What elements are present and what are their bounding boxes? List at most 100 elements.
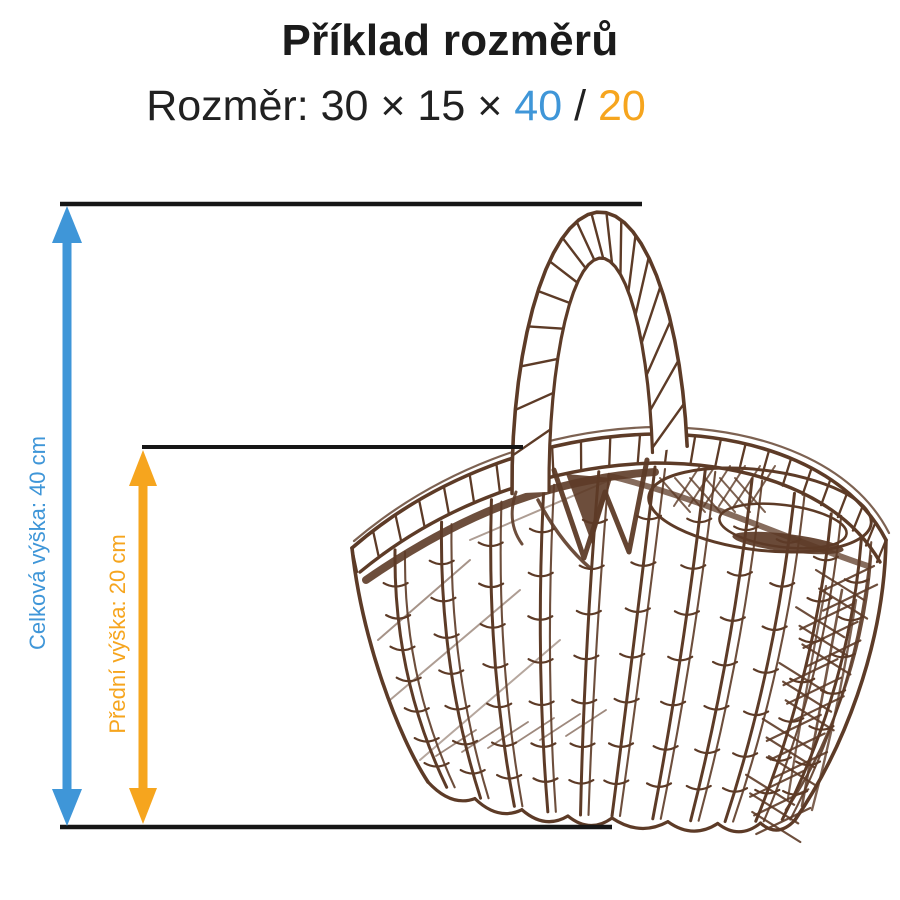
basket-weave-tick — [721, 787, 749, 793]
basket-weave-tick — [769, 582, 796, 588]
basket-weave-tick — [430, 596, 457, 603]
basket-crosshatch — [810, 598, 858, 812]
basket-weave-tick — [382, 581, 409, 588]
basket-rib — [393, 548, 449, 789]
basket-rib — [618, 467, 667, 818]
basket-crosshatch — [751, 810, 802, 844]
basket-handle-twist — [640, 285, 662, 345]
basket-weave-tick — [630, 561, 657, 567]
basket-weave-tick — [451, 739, 479, 746]
front-height-arrow — [129, 450, 157, 824]
basket-rim-hatch — [371, 529, 380, 557]
basket-rib — [489, 498, 516, 808]
basket-weave-tick — [694, 748, 721, 755]
basket-shade — [435, 729, 477, 757]
basket-weave-tick — [433, 633, 460, 640]
basket-weave-tick — [619, 652, 646, 659]
basket-handle-twist — [511, 428, 552, 457]
basket-handle-twist — [575, 220, 596, 262]
basket-weave-tick — [527, 615, 554, 621]
basket-rim-hatch — [836, 491, 849, 519]
basket-rim-hatch — [608, 435, 612, 468]
basket-weave-tick — [477, 541, 504, 548]
basket-shade — [389, 589, 521, 701]
basket-weave-tick — [719, 616, 746, 622]
basket-handle-twist — [590, 212, 605, 260]
basket-weave-tick — [837, 615, 864, 622]
basket-weave-tick — [603, 779, 630, 786]
basket-rim-hatch — [495, 462, 501, 493]
basket-crosshatch — [755, 806, 812, 836]
total-height-value: 40 — [514, 82, 563, 130]
basket-handle-twist — [561, 236, 587, 270]
basket-weave-tick — [754, 788, 781, 795]
basket-rim-hatch — [864, 521, 877, 547]
basket-weave-tick — [575, 609, 602, 616]
basket-rib — [403, 550, 456, 789]
basket-opening-hatch — [734, 477, 766, 513]
front-height-value: 20 — [597, 82, 646, 130]
basket-left-edge — [350, 546, 430, 784]
page-title: Příklad rozměrů — [281, 16, 619, 65]
basket-handle-base — [536, 498, 592, 570]
basket-opening-hatch — [748, 465, 776, 507]
basket-weave-tick — [527, 658, 554, 664]
basket-handle-twist — [634, 256, 650, 317]
basket-weave-tick — [479, 623, 506, 629]
basket-scallop — [610, 816, 670, 830]
basket-weave-tick — [742, 710, 770, 717]
basket-crosshatch — [784, 699, 835, 732]
basket-scallop — [666, 820, 720, 833]
basket-weave-tick — [528, 527, 556, 534]
basket-rim-hatch — [689, 434, 697, 466]
basket-shade — [539, 713, 581, 741]
basket-weave-tick — [496, 773, 523, 780]
basket-scallop — [716, 821, 763, 834]
basket-opening-hatch — [719, 477, 751, 513]
basket-rim-hatch — [468, 473, 476, 503]
basket-weave-tick — [527, 571, 554, 578]
basket-handle-twist — [605, 211, 614, 265]
basket-weave-tick — [703, 704, 730, 711]
basket-handle-twist — [527, 325, 565, 330]
basket-weave-tick — [413, 737, 440, 743]
basket-weave-tick — [568, 779, 595, 785]
basket-rib — [538, 481, 550, 814]
basket-weave-tick — [438, 669, 465, 676]
basket-rib — [689, 477, 754, 823]
basket-weave-tick — [486, 702, 513, 709]
basket-scallop — [473, 796, 524, 816]
basket-rib — [499, 500, 524, 808]
basket-weave-tick — [459, 768, 486, 775]
basket-weave-tick — [423, 761, 450, 768]
basket-shade — [377, 559, 471, 641]
basket-opening-hatch — [673, 465, 701, 507]
basket-weave-tick — [385, 614, 412, 620]
basket-rim-hatch — [417, 498, 426, 528]
basket-crosshatch — [805, 639, 862, 668]
basket-rib — [439, 520, 483, 800]
basket-shade — [565, 709, 607, 737]
basket-handle-twist — [627, 233, 637, 294]
basket-weave-tick — [573, 654, 600, 661]
basket-weave-tick — [624, 607, 651, 614]
basket-weave-tick — [667, 655, 694, 662]
basket-rib — [610, 465, 657, 818]
basket-weave-tick — [652, 745, 679, 751]
basket-crosshatch — [786, 676, 843, 705]
basket-weave-tick — [389, 645, 416, 652]
basket-handle — [547, 256, 655, 494]
basket-weave-tick — [403, 707, 430, 713]
basket-weave-tick — [765, 756, 793, 762]
dimension-formula-separator: / — [562, 82, 598, 130]
basket-weave-tick — [530, 742, 557, 748]
basket-handle-base — [510, 490, 524, 546]
basket-weave-tick — [478, 582, 505, 589]
basket-weave-tick — [659, 700, 687, 707]
basket-weave-tick — [686, 517, 713, 524]
basket-weave-tick — [607, 742, 635, 748]
basket-weave-tick — [645, 782, 673, 788]
basket-shade — [513, 717, 555, 745]
basket-weave-tick — [578, 564, 605, 571]
